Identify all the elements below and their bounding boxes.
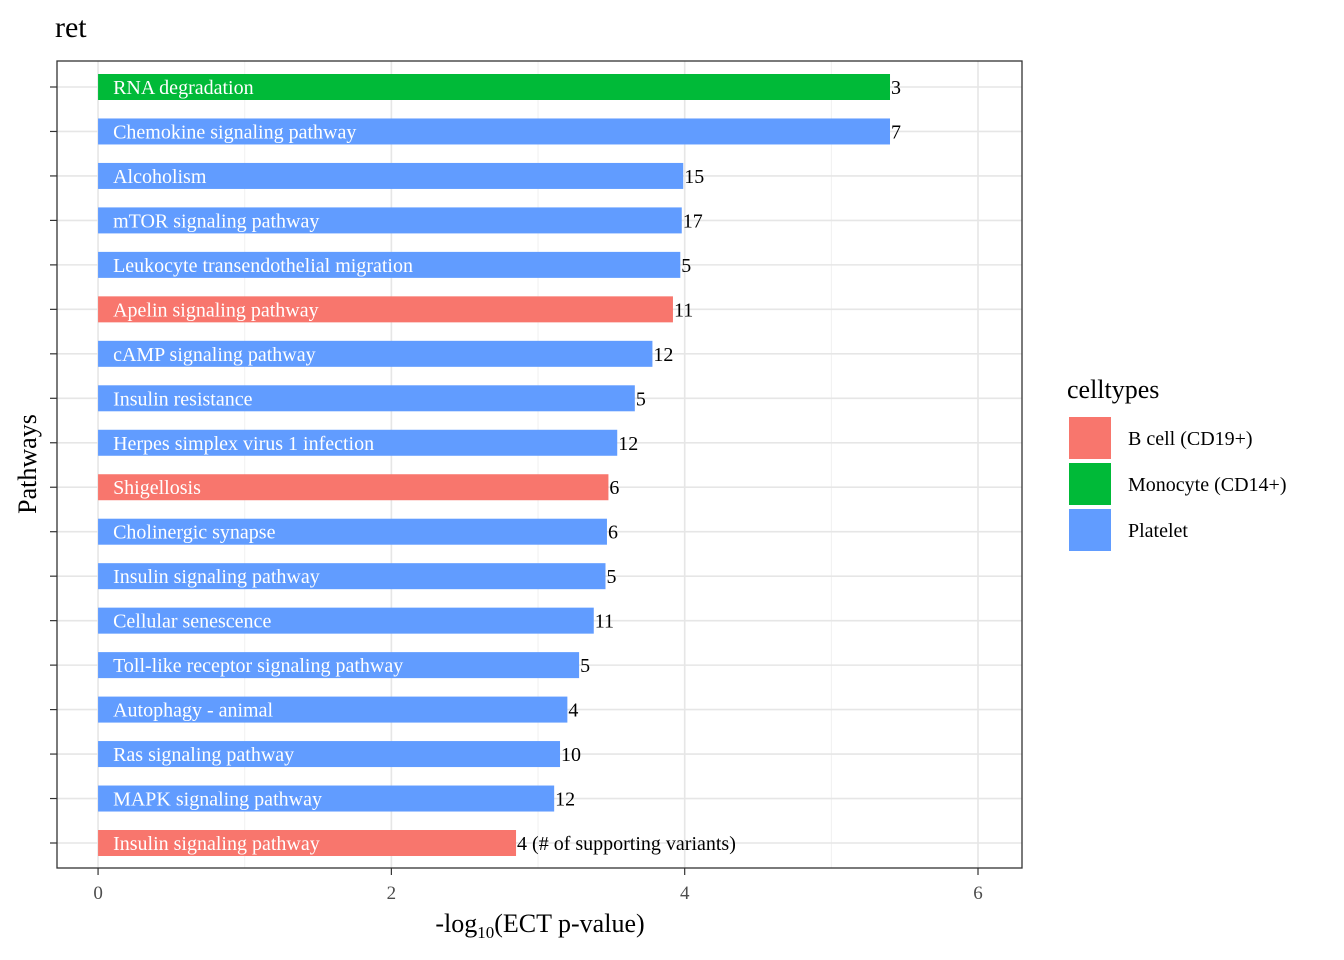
bar-label: Cellular senescence	[113, 611, 271, 633]
bar	[98, 429, 618, 456]
y-axis-title: Pathways	[13, 414, 42, 514]
bar-label: Chemokine signaling pathway	[113, 121, 356, 143]
x-axis-title-main: -log	[435, 909, 477, 938]
legend-label: B cell (CD19+)	[1128, 428, 1253, 450]
data-label: 15	[684, 166, 704, 188]
x-axis-title-subscript: 10	[477, 923, 494, 942]
bar-label: Herpes simplex virus 1 infection	[113, 433, 374, 455]
bar	[98, 162, 684, 189]
bar	[98, 607, 594, 634]
data-label: 5	[606, 566, 616, 588]
legend-label: Monocyte (CD14+)	[1128, 474, 1286, 496]
bar	[98, 696, 568, 723]
legend-key	[1069, 463, 1111, 505]
panel-background	[57, 61, 1022, 868]
data-label: 6	[609, 477, 619, 499]
bar	[98, 830, 517, 856]
plot-area: RNA degradation 3 Chemokine signaling path…	[50, 60, 1023, 904]
bar-label: Ras signaling pathway	[113, 744, 294, 766]
legend-title: celltypes	[1067, 375, 1159, 404]
bar	[98, 518, 607, 545]
bar-label: MAPK signaling pathway	[113, 789, 322, 811]
data-label: 17	[683, 210, 703, 232]
data-label: 12	[618, 433, 638, 455]
data-label: 10	[561, 744, 581, 766]
data-label: 4 (# of supporting variants)	[517, 833, 736, 855]
data-label: 5	[580, 655, 590, 677]
data-label: 12	[653, 344, 673, 366]
x-tick-label: 2	[387, 883, 397, 904]
bar-label: Shigellosis	[113, 477, 201, 499]
bar-label: Insulin resistance	[113, 388, 253, 410]
bar	[98, 296, 673, 323]
bar-label: Insulin signaling pathway	[113, 566, 320, 588]
legend-key	[1069, 509, 1111, 551]
legend-label: Platelet	[1128, 520, 1188, 542]
chart-title: ret	[55, 11, 87, 44]
data-label: 12	[555, 789, 575, 811]
data-label: 6	[608, 522, 618, 544]
x-axis-title-rest: (ECT p-value)	[494, 909, 644, 938]
bar	[98, 340, 653, 367]
bar	[98, 251, 681, 278]
bar	[98, 474, 609, 501]
bar-label: RNA degradation	[113, 77, 254, 99]
bar-label: Autophagy - animal	[113, 700, 273, 722]
bar-label: cAMP signaling pathway	[113, 344, 316, 366]
x-tick-label: 0	[93, 883, 103, 904]
data-label: 5	[636, 388, 646, 410]
bar-label: Cholinergic synapse	[113, 522, 276, 544]
legend-key	[1069, 417, 1111, 459]
bar-label: Alcoholism	[113, 166, 207, 188]
data-label: 4	[568, 700, 578, 722]
bar	[98, 741, 561, 768]
bar	[98, 652, 580, 679]
bar	[98, 563, 606, 590]
bar	[98, 207, 682, 234]
x-tick-label: 4	[680, 883, 690, 904]
data-label: 7	[891, 121, 901, 143]
legend: celltypes B cell (CD19+) Monocyte (CD14+) P…	[1067, 375, 1286, 551]
bar-label: mTOR signaling pathway	[113, 210, 319, 232]
x-axis-title: -log10(ECT p-value)	[435, 909, 644, 942]
bar	[98, 118, 891, 145]
bar	[98, 785, 555, 812]
bar-label: Toll-like receptor signaling pathway	[113, 655, 403, 677]
data-label: 5	[681, 255, 691, 277]
data-label: 3	[891, 77, 901, 99]
bar	[98, 74, 891, 100]
bar	[98, 385, 635, 412]
bar-label: Apelin signaling pathway	[113, 299, 319, 321]
data-label: 11	[674, 299, 693, 321]
bar-label: Leukocyte transendothelial migration	[113, 255, 413, 277]
bar-label: Insulin signaling pathway	[113, 833, 320, 855]
data-label: 11	[595, 611, 614, 633]
panel-border	[56, 60, 1023, 869]
x-tick-label: 6	[973, 883, 983, 904]
